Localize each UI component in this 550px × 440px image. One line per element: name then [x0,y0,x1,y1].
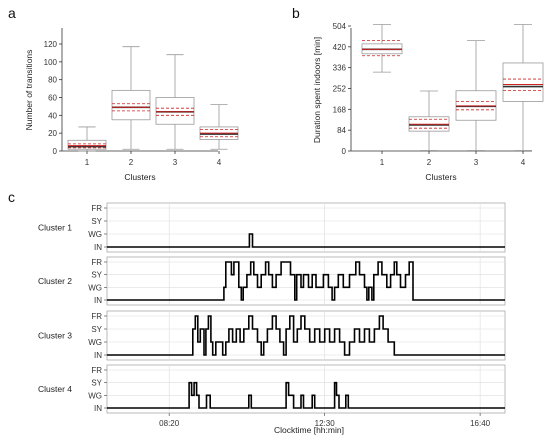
timeline-frame [106,364,506,414]
x-axis-title-a: Clusters [124,172,155,182]
box-cluster-1 [67,126,107,152]
state-label-in: IN [94,404,102,413]
timeline-cluster-1: IN WG SY FR Cluster 1 [38,202,506,253]
state-trace [107,315,505,356]
panel-label-c: c [8,189,15,205]
x-tick-label: 3 [474,158,479,167]
box-cluster-4 [502,24,544,151]
y-tick-label: 252 [333,85,347,94]
box-cluster-3 [155,54,195,150]
x-tick-label: 4 [521,158,526,167]
y-tick-label: 84 [337,126,346,135]
box-cluster-2 [111,46,151,150]
state-label-fr: FR [91,204,102,213]
box-cluster-2 [408,90,450,151]
box-iqr [502,62,544,102]
x-tick-label: 2 [427,158,432,167]
state-label-in: IN [94,351,102,360]
y-tick-label: 40 [48,111,57,120]
timeline-cluster-3: IN WG SY FR Cluster 3 [38,310,506,361]
y-tick-label: 120 [44,40,58,49]
state-label-in: IN [94,296,102,305]
y-tick-label: 336 [333,64,347,73]
x-axis-title-c: Clocktime [hh:min] [274,425,344,435]
box-iqr [155,97,195,125]
state-label-wg: WG [88,230,102,239]
y-tick-label: 60 [48,94,57,103]
y-tick-label: 420 [333,43,347,52]
panel-label-a: a [8,5,16,21]
state-trace [107,233,505,248]
timeline-cluster-2: IN WG SY FR Cluster 2 [38,256,506,306]
x-tick-label: 16:40 [470,419,491,428]
timeline-cluster-4: IN WG SY FR Cluster 4 [38,364,506,414]
state-trace [107,261,505,301]
y-tick-label: 100 [44,58,58,67]
state-label-sy: SY [91,271,102,280]
series-label: Cluster 1 [38,223,72,233]
box-cluster-1 [361,24,403,73]
state-label-sy: SY [91,379,102,388]
state-label-sy: SY [91,325,102,334]
y-tick-label: 0 [342,147,347,156]
timeline-frame [106,202,506,253]
state-label-fr: FR [91,312,102,321]
y-tick-label: 80 [48,76,57,85]
boxplot-transitions: 0 20 40 60 80 100 120 1 2 3 4 Clusters Number of … [24,28,239,182]
y-tick-label: 168 [333,105,347,114]
panel-label-b: b [292,5,300,21]
state-trace [107,381,505,409]
y-tick-label: 504 [333,22,347,31]
x-tick-label: 1 [85,158,90,167]
x-tick-label: 2 [129,158,134,167]
series-label: Cluster 2 [38,276,72,286]
box-iqr [67,139,107,150]
x-tick-label: 1 [380,158,385,167]
series-label: Cluster 4 [38,384,72,394]
state-label-in: IN [94,243,102,252]
series-label: Cluster 3 [38,331,72,341]
box-cluster-4 [199,104,239,150]
y-axis-title-a: Number of transitions [24,50,34,131]
timeline-frame [106,256,506,306]
box-iqr [111,89,151,121]
box-cluster-3 [455,40,497,151]
state-label-sy: SY [91,217,102,226]
x-tick-label: 12:30 [315,419,336,428]
state-label-wg: WG [88,283,102,292]
state-label-fr: FR [91,258,102,267]
state-label-wg: WG [88,391,102,400]
timeline-frame [106,310,506,361]
boxplot-duration-indoors: 0 84 168 252 336 420 504 1 2 3 4 Clusters Duratio… [312,22,544,182]
state-timeline-clusters: IN WG SY FR Cluster 1 IN WG SY FR Cluster 2 IN WG SY… [38,202,506,435]
y-tick-label: 0 [53,147,58,156]
x-tick-label: 08:20 [159,419,180,428]
x-tick-label: 4 [217,158,222,167]
y-axis-title-b: Duration spent indoors [min] [312,37,322,143]
x-axis-title-b: Clusters [425,172,456,182]
y-tick-label: 20 [48,129,57,138]
state-label-wg: WG [88,338,102,347]
state-label-fr: FR [91,366,102,375]
x-tick-label: 3 [173,158,178,167]
